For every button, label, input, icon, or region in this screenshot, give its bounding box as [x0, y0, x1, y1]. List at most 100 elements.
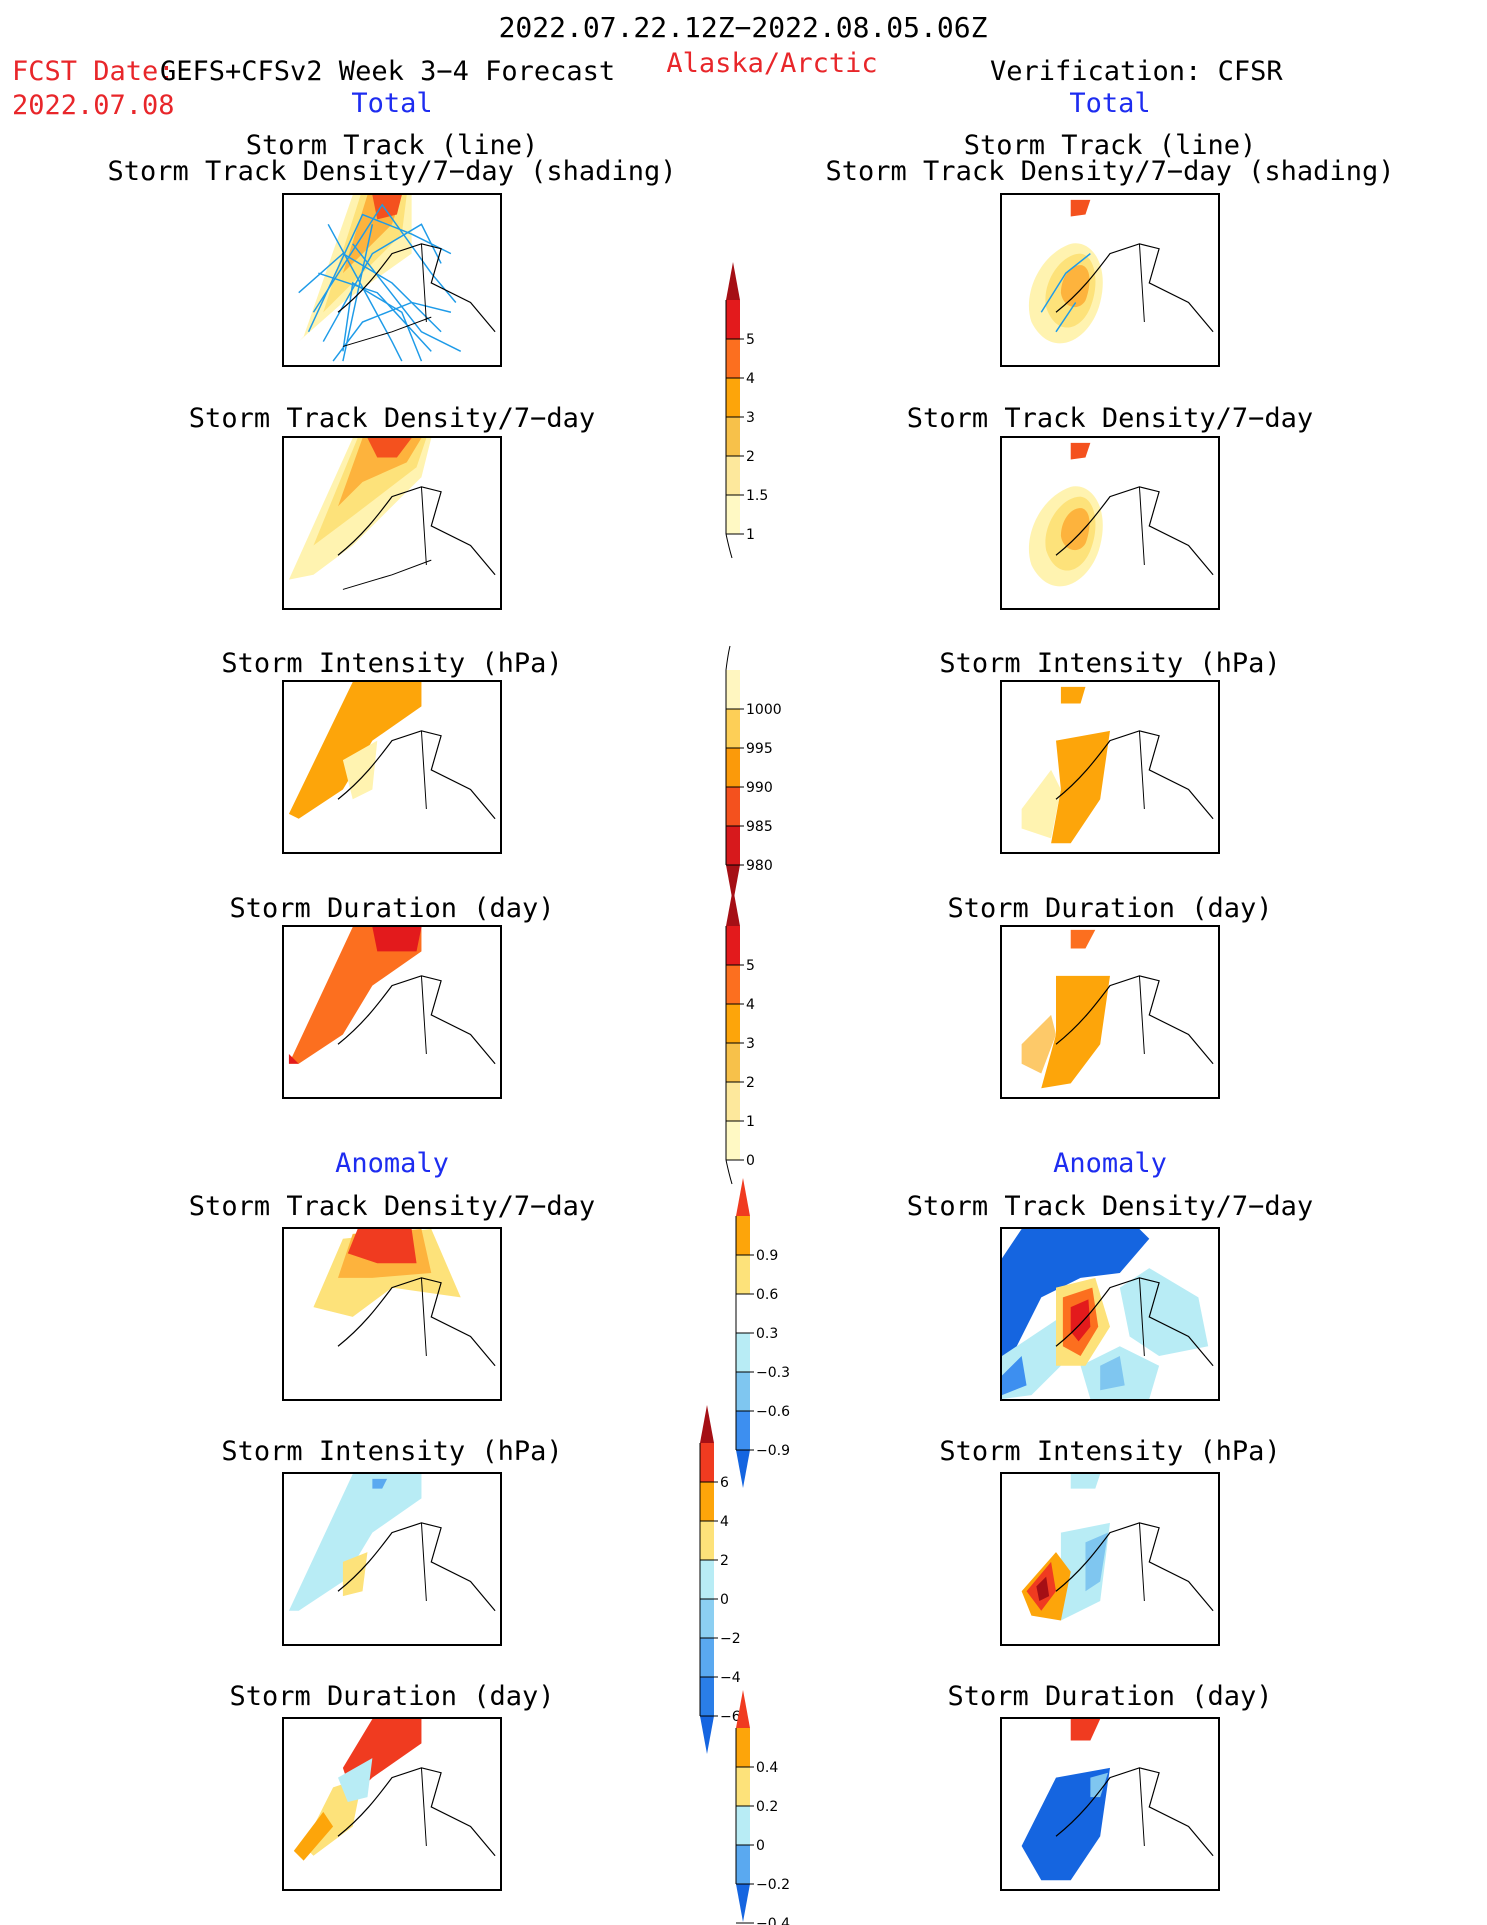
- duration_anom-swatch: [736, 1806, 750, 1845]
- density_anom-swatch: [736, 1372, 750, 1411]
- left-anomaly-label: Anomaly: [335, 1148, 449, 1179]
- fcst-model: GEFS+CFSv2 Week 3−4 Forecast: [160, 56, 616, 87]
- density_anom-swatch: [736, 1333, 750, 1372]
- right-duration-title: Storm Duration (day): [947, 893, 1273, 924]
- intensity-swatch: [726, 826, 740, 865]
- right-total-label: Total: [1069, 88, 1151, 119]
- density-swatch: [726, 495, 740, 534]
- intensity_anom-tick-label: −4: [720, 1670, 741, 1686]
- fcst-date: 2022.07.08: [12, 90, 175, 121]
- map-left-anom-duration: [282, 1717, 502, 1891]
- map-left-anom-intensity: [282, 1472, 502, 1646]
- intensity_anom-tick-label: 6: [720, 1475, 729, 1491]
- density_anom-arrow-top: [736, 1178, 750, 1216]
- map-left-storm-track: [282, 193, 502, 367]
- duration_anom-swatch: [736, 1767, 750, 1806]
- intensity_anom-swatch: [700, 1638, 714, 1677]
- map-left-anom-density: [282, 1227, 502, 1401]
- right-anom-intensity-title: Storm Intensity (hPa): [939, 1436, 1281, 1467]
- left-anom-duration-title: Storm Duration (day): [229, 1681, 555, 1712]
- density-swatch: [726, 378, 740, 417]
- density-swatch: [726, 300, 740, 339]
- intensity-tick-label: 985: [746, 819, 773, 835]
- density_anom-tick-label: −0.9: [756, 1443, 790, 1459]
- density-tick-label: 1: [746, 527, 755, 543]
- left-anom-density-title: Storm Track Density/7−day: [188, 1191, 596, 1222]
- period-title: 2022.07.22.12Z−2022.08.05.06Z: [498, 11, 988, 44]
- density-tick-label: 2: [746, 449, 755, 465]
- duration-swatch: [726, 1004, 740, 1043]
- left-anom-intensity-title: Storm Intensity (hPa): [221, 1436, 563, 1467]
- intensity_anom-swatch: [700, 1482, 714, 1521]
- map-right-density: [1000, 436, 1220, 610]
- density-swatch: [726, 456, 740, 495]
- intensity-wedge-top: [725, 645, 731, 671]
- map-left-density: [282, 436, 502, 610]
- density_anom-tick-label: −0.3: [756, 1365, 790, 1381]
- intensity_anom-tick-label: −2: [720, 1631, 741, 1647]
- duration_anom-tick-label: −0.4: [756, 1916, 790, 1925]
- colorbar-duration: 5 4 3 2 1 0: [725, 888, 806, 1185]
- right-anom-density-title: Storm Track Density/7−day: [906, 1191, 1314, 1222]
- density_anom-tick-label: 0.9: [756, 1248, 778, 1264]
- right-storm-track-title-2: Storm Track Density/7−day (shading): [825, 156, 1395, 187]
- intensity-arrow-bottom: [726, 865, 740, 903]
- left-intensity-title: Storm Intensity (hPa): [221, 648, 563, 679]
- duration_anom-tick-label: 0.4: [756, 1760, 778, 1776]
- intensity_anom-swatch: [700, 1521, 714, 1560]
- colorbar-intensity: 1000 995 990 985 980: [725, 645, 806, 903]
- duration-swatch: [726, 1043, 740, 1082]
- duration_anom-tick-label: 0.2: [756, 1799, 778, 1815]
- map-left-duration: [282, 925, 502, 1099]
- duration_anom-colorbar-svg: 0.4 0.2 0 −0.2 −0.4: [735, 1690, 790, 1925]
- density-tick-label: 1.5: [746, 488, 768, 504]
- duration-tick-label: 2: [746, 1075, 755, 1091]
- intensity-swatch: [726, 670, 740, 709]
- intensity_anom-tick-label: 2: [720, 1553, 729, 1569]
- intensity_anom-tick-label: −6: [720, 1709, 741, 1725]
- colorbar-intensity-anomaly: 6 4 2 0 −2 −4 −6: [699, 1405, 780, 1754]
- density-wedge-bottom: [725, 533, 733, 559]
- intensity_anom-arrow-top: [700, 1405, 714, 1443]
- left-total-label: Total: [351, 88, 433, 119]
- map-right-storm-track: [1000, 193, 1220, 367]
- intensity-tick-label: 1000: [746, 702, 782, 718]
- duration-tick-label: 4: [746, 997, 755, 1013]
- intensity-swatch: [726, 709, 740, 748]
- density_anom-tick-label: 0.3: [756, 1326, 778, 1342]
- duration_anom-swatch: [736, 1845, 750, 1884]
- duration_anom-tick-label: 0: [756, 1838, 765, 1854]
- density_anom-swatch: [736, 1216, 750, 1255]
- duration-tick-label: 3: [746, 1036, 755, 1052]
- intensity_anom-swatch: [700, 1599, 714, 1638]
- density-tick-label: 5: [746, 332, 755, 348]
- map-left-intensity: [282, 680, 502, 854]
- map-right-anom-intensity: [1000, 1472, 1220, 1646]
- duration-tick-label: 0: [746, 1153, 755, 1169]
- colorbar-duration-anomaly: 0.4 0.2 0 −0.2 −0.4: [735, 1690, 816, 1925]
- map-right-intensity: [1000, 680, 1220, 854]
- intensity_anom-tick-label: 4: [720, 1514, 729, 1530]
- duration-tick-label: 5: [746, 958, 755, 974]
- duration-wedge-bottom: [725, 1159, 733, 1185]
- map-right-anom-duration: [1000, 1717, 1220, 1891]
- density_anom-arrow-bottom: [736, 1450, 750, 1488]
- left-storm-track-title-2: Storm Track Density/7−day (shading): [107, 156, 677, 187]
- density-tick-label: 3: [746, 410, 755, 426]
- density-colorbar-svg: 5 4 3 2 1.5 1: [725, 262, 768, 559]
- fcst-date-prefix: FCST Date:: [12, 56, 175, 87]
- duration_anom-arrow-bottom: [736, 1884, 750, 1922]
- map-right-anom-density: [1000, 1227, 1220, 1401]
- region-label: Alaska/Arctic: [666, 48, 878, 79]
- intensity-colorbar-svg: 1000 995 990 985 980: [725, 645, 782, 903]
- duration-tick-label: 1: [746, 1114, 755, 1130]
- duration_anom-tick-label: −0.2: [756, 1877, 790, 1893]
- intensity-tick-label: 980: [746, 858, 773, 874]
- density_anom-swatch: [736, 1411, 750, 1450]
- colorbar-density: 5 4 3 2 1.5 1: [725, 262, 806, 559]
- intensity-swatch: [726, 787, 740, 826]
- duration_anom-swatch: [736, 1728, 750, 1767]
- colorbar-density-anomaly: 0.9 0.6 0.3 −0.3 −0.6 −0.9: [735, 1178, 816, 1488]
- right-anomaly-label: Anomaly: [1053, 1148, 1167, 1179]
- intensity-tick-label: 990: [746, 780, 773, 796]
